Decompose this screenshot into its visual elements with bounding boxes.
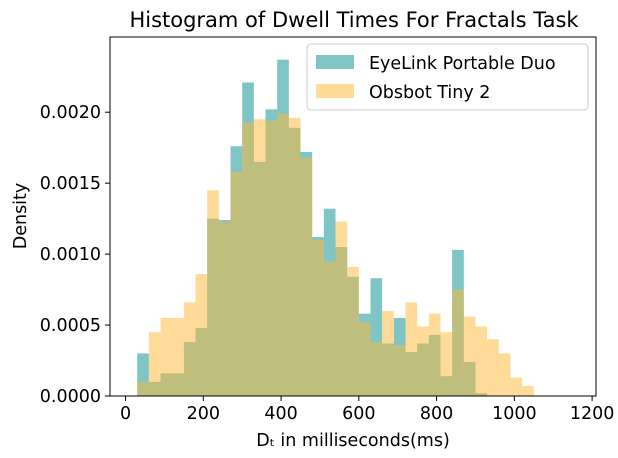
x-tick-label: 400 <box>264 404 297 424</box>
x-axis: 0 200 400 600 800 1000 1200 <box>120 396 614 424</box>
y-tick-label: 0.0000 <box>40 387 101 407</box>
eyelink-bar <box>137 353 149 396</box>
y-tick-label: 0.0010 <box>40 245 101 265</box>
obsbot-bar <box>277 113 289 396</box>
obsbot-bar <box>172 317 184 396</box>
obsbot-bar <box>393 344 406 396</box>
obsbot-bar <box>160 317 173 396</box>
x-tick-label: 200 <box>187 404 220 424</box>
obsbot-bar <box>183 302 196 396</box>
x-tick-label: 800 <box>420 404 453 424</box>
obsbot-bar <box>405 302 418 396</box>
x-tick-label: 1200 <box>570 404 615 424</box>
obsbot-bar <box>475 326 488 396</box>
obsbot-bar <box>288 117 301 397</box>
obsbot-bar <box>498 353 511 396</box>
obsbot-bar <box>452 289 464 396</box>
y-tick-label: 0.0015 <box>40 174 101 194</box>
legend-swatch-obsbot <box>316 84 354 98</box>
y-axis-label: Density <box>11 183 31 250</box>
obsbot-bar <box>242 122 254 396</box>
obsbot-bar <box>265 120 278 397</box>
obsbot-bar <box>428 313 441 396</box>
series-obsbot-bars <box>137 113 534 397</box>
x-tick-label: 1000 <box>492 404 537 424</box>
plot-area-frame <box>109 36 597 397</box>
x-tick-label: 600 <box>342 404 375 424</box>
obsbot-bar <box>463 316 476 396</box>
obsbot-bar <box>230 171 243 396</box>
obsbot-bar <box>323 261 336 396</box>
obsbot-bar <box>417 326 429 396</box>
obsbot-bar <box>300 157 313 396</box>
y-tick-label: 0.0020 <box>40 103 101 123</box>
obsbot-bar <box>358 322 371 396</box>
y-tick-label: 0.0005 <box>40 316 101 336</box>
obsbot-bar <box>335 221 348 396</box>
obsbot-bar <box>137 381 149 396</box>
obsbot-bar <box>382 310 394 396</box>
chart-title: Histogram of Dwell Times For Fractals Ta… <box>129 8 579 32</box>
obsbot-bar <box>510 377 523 396</box>
legend-swatch-eyelink <box>316 55 354 69</box>
obsbot-bar <box>148 332 161 396</box>
obsbot-bar <box>312 239 324 396</box>
x-axis-label: Dₜ in milliseconds(ms) <box>256 431 450 451</box>
legend-label-obsbot: Obsbot Tiny 2 <box>369 83 490 103</box>
obsbot-bar <box>522 386 534 396</box>
obsbot-bar <box>440 332 453 396</box>
legend: EyeLink Portable Duo Obsbot Tiny 2 <box>306 43 589 111</box>
obsbot-bar <box>347 266 359 396</box>
obsbot-bar <box>487 339 499 396</box>
eyelink-bar <box>370 278 383 396</box>
obsbot-bar <box>218 221 231 396</box>
y-axis: 0.0000 0.0005 0.0010 0.0015 0.0020 <box>40 103 110 407</box>
obsbot-bar <box>207 190 219 396</box>
x-tick-label: 0 <box>120 404 131 424</box>
legend-box <box>306 43 589 111</box>
legend-label-eyelink: EyeLink Portable Duo <box>369 54 556 74</box>
obsbot-bar <box>253 119 266 397</box>
obsbot-bar <box>195 273 208 396</box>
obsbot-bar <box>370 342 383 396</box>
